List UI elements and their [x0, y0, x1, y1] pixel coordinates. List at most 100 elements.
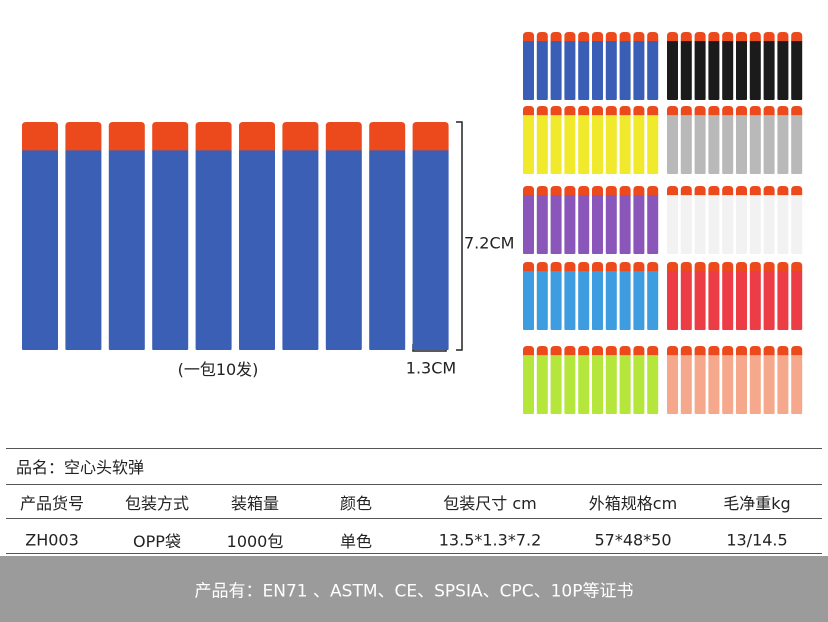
dart	[523, 40, 534, 100]
dart	[65, 149, 102, 350]
dart	[633, 194, 645, 254]
dart	[578, 114, 590, 174]
dart	[680, 270, 692, 330]
table-cell: OPP袋	[133, 532, 181, 551]
dart	[763, 270, 775, 330]
dart	[592, 40, 603, 100]
dart	[592, 194, 603, 254]
dart	[647, 262, 659, 272]
dart	[680, 32, 692, 42]
dart	[763, 346, 775, 356]
dart	[694, 354, 706, 414]
dart	[605, 194, 617, 254]
dart	[592, 114, 603, 174]
dart	[722, 114, 734, 174]
dart	[667, 270, 678, 330]
dart	[523, 262, 534, 272]
dart	[619, 346, 631, 356]
dart	[680, 346, 692, 356]
dart	[633, 270, 645, 330]
dart	[592, 354, 603, 414]
dart	[633, 106, 645, 116]
dart	[578, 262, 590, 272]
table-cell: 57*48*50	[594, 530, 672, 550]
dart	[592, 262, 603, 272]
dart	[578, 106, 590, 116]
dart	[777, 186, 789, 196]
dart	[536, 106, 548, 116]
dart	[708, 194, 720, 254]
dart	[667, 262, 678, 272]
dart	[722, 346, 734, 356]
dart	[722, 194, 734, 254]
dart	[667, 346, 678, 356]
table-cell: 13.5*1.3*7.2	[438, 530, 542, 550]
dart	[647, 354, 659, 414]
dart	[523, 270, 534, 330]
dart	[633, 262, 645, 272]
dart	[777, 32, 789, 42]
dart	[152, 122, 189, 151]
dart	[536, 346, 548, 356]
dart	[708, 32, 720, 42]
dart	[708, 270, 720, 330]
dart	[791, 270, 803, 330]
dart	[65, 122, 102, 151]
dart	[412, 122, 449, 151]
dart	[523, 106, 534, 116]
dart	[523, 32, 534, 42]
dart	[536, 194, 548, 254]
dart	[694, 32, 706, 42]
footer-band: 产品有：EN71 、ASTM、CE、SPSIA、CPC、10P等证书	[0, 556, 828, 622]
dart	[667, 194, 678, 254]
dart	[633, 40, 645, 100]
dart	[736, 186, 747, 196]
dart	[722, 270, 734, 330]
pack-note: (一包10发)	[177, 360, 259, 379]
dart	[523, 194, 534, 254]
dart	[694, 346, 706, 356]
dart	[667, 354, 678, 414]
dart	[633, 114, 645, 174]
dart	[647, 270, 659, 330]
length-label: 7.2CM	[464, 233, 515, 253]
dart	[667, 32, 678, 42]
dart	[667, 186, 678, 196]
dart	[536, 32, 548, 42]
dart	[777, 194, 789, 254]
dart	[647, 186, 659, 196]
rule	[6, 484, 822, 485]
dart	[564, 32, 576, 42]
dart	[550, 270, 562, 330]
dart	[749, 186, 761, 196]
dart	[550, 114, 562, 174]
dart	[791, 262, 803, 272]
dart	[736, 114, 747, 174]
dart	[708, 40, 720, 100]
dart	[282, 149, 319, 350]
dart	[647, 32, 659, 42]
dart	[564, 106, 576, 116]
dart	[708, 186, 720, 196]
dart	[578, 186, 590, 196]
dart	[680, 354, 692, 414]
dart	[763, 186, 775, 196]
dart	[777, 262, 789, 272]
dart	[667, 114, 678, 174]
dart	[536, 270, 548, 330]
dart	[564, 346, 576, 356]
dart	[564, 40, 576, 100]
dart	[619, 40, 631, 100]
dart	[282, 122, 319, 151]
dart	[763, 40, 775, 100]
dart	[605, 346, 617, 356]
dart	[791, 114, 803, 174]
dart	[592, 186, 603, 196]
dart	[523, 346, 534, 356]
dart	[536, 262, 548, 272]
dart	[736, 262, 747, 272]
table-cell: 单色	[339, 532, 373, 551]
dart	[749, 270, 761, 330]
dart	[564, 114, 576, 174]
dart	[749, 40, 761, 100]
